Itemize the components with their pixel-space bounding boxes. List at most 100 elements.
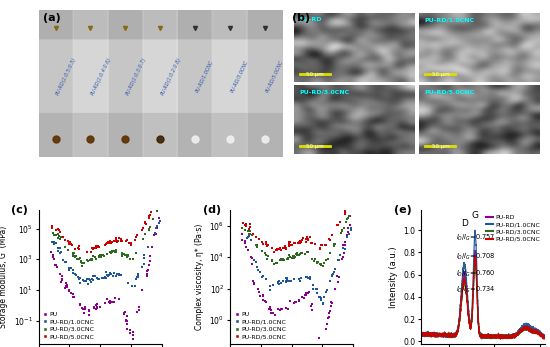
Point: [291, 254, 300, 260]
Point: [79, 278, 88, 284]
Point: [285, 239, 294, 245]
Point: [327, 304, 336, 309]
Point: [50, 256, 58, 262]
Point: [256, 269, 265, 274]
Point: [292, 299, 301, 304]
Point: [134, 274, 142, 279]
Point: [325, 310, 334, 316]
Point: [104, 272, 113, 278]
Point: [322, 257, 331, 263]
Point: [274, 280, 283, 285]
Point: [345, 214, 354, 219]
Point: [54, 235, 63, 241]
Point: [312, 260, 321, 265]
Point: [252, 242, 261, 247]
Point: [273, 306, 282, 312]
Point: [288, 255, 297, 261]
Point: [153, 200, 162, 205]
Point: [94, 244, 103, 250]
Point: [119, 252, 128, 257]
Point: [296, 238, 305, 243]
Point: [94, 277, 103, 282]
Point: [107, 251, 116, 256]
Point: [301, 293, 310, 298]
Point: [307, 301, 316, 306]
Point: [75, 256, 84, 262]
Point: [102, 241, 111, 247]
Point: [126, 242, 135, 248]
Point: [134, 307, 143, 313]
Point: [282, 279, 290, 285]
Point: [284, 256, 293, 261]
Point: [60, 285, 69, 290]
Point: [94, 277, 102, 282]
Point: [244, 233, 253, 239]
Point: [298, 250, 306, 256]
Point: [297, 237, 306, 243]
Point: [277, 256, 285, 262]
Point: [245, 221, 254, 227]
Point: [311, 287, 320, 292]
Point: [106, 240, 115, 245]
Point: [120, 252, 129, 257]
Point: [71, 255, 80, 260]
Point: [337, 229, 346, 234]
Point: [294, 240, 302, 246]
Point: [309, 286, 317, 291]
Point: [322, 289, 331, 295]
Point: [87, 245, 96, 251]
Point: [139, 236, 148, 242]
Point: [340, 208, 349, 214]
Point: [109, 248, 118, 254]
Point: [106, 238, 114, 244]
Text: PU-RD(1:0.4:0.6): PU-RD(1:0.4:0.6): [90, 57, 112, 96]
Point: [96, 254, 105, 260]
Text: PU-RD(1:0.5:0.5): PU-RD(1:0.5:0.5): [56, 57, 78, 96]
Point: [94, 276, 103, 282]
Point: [345, 201, 354, 207]
Point: [245, 227, 254, 232]
Point: [151, 231, 160, 237]
Point: [101, 243, 110, 248]
Point: [331, 242, 339, 247]
Point: [90, 305, 98, 310]
Point: [151, 230, 160, 235]
Point: [345, 231, 354, 237]
Point: [56, 229, 64, 235]
Point: [282, 277, 291, 283]
Point: [108, 299, 117, 305]
Point: [152, 225, 161, 231]
Point: [76, 280, 85, 286]
Point: [67, 290, 76, 295]
Point: [148, 245, 157, 250]
Point: [295, 252, 304, 258]
Point: [287, 279, 296, 284]
Point: [89, 273, 97, 278]
Point: [300, 252, 309, 257]
Point: [303, 274, 312, 280]
Point: [89, 246, 97, 252]
Point: [282, 279, 290, 285]
Point: [260, 298, 269, 304]
Point: [253, 264, 262, 270]
Point: [92, 301, 101, 306]
Point: [307, 303, 316, 308]
Point: [54, 228, 63, 233]
Point: [128, 256, 137, 261]
Point: [94, 244, 102, 249]
Point: [140, 252, 148, 258]
Y-axis label: Complex viscosity, η* (Pa·s): Complex viscosity, η* (Pa·s): [195, 224, 204, 330]
Point: [240, 238, 249, 243]
Point: [91, 273, 100, 279]
Point: [138, 265, 146, 270]
Point: [47, 226, 56, 231]
Point: [266, 283, 274, 289]
Point: [141, 231, 150, 237]
Point: [316, 261, 324, 266]
Point: [274, 279, 283, 285]
Point: [315, 335, 323, 341]
Point: [92, 304, 101, 310]
Point: [256, 294, 265, 299]
Point: [271, 247, 280, 253]
Point: [57, 249, 66, 254]
